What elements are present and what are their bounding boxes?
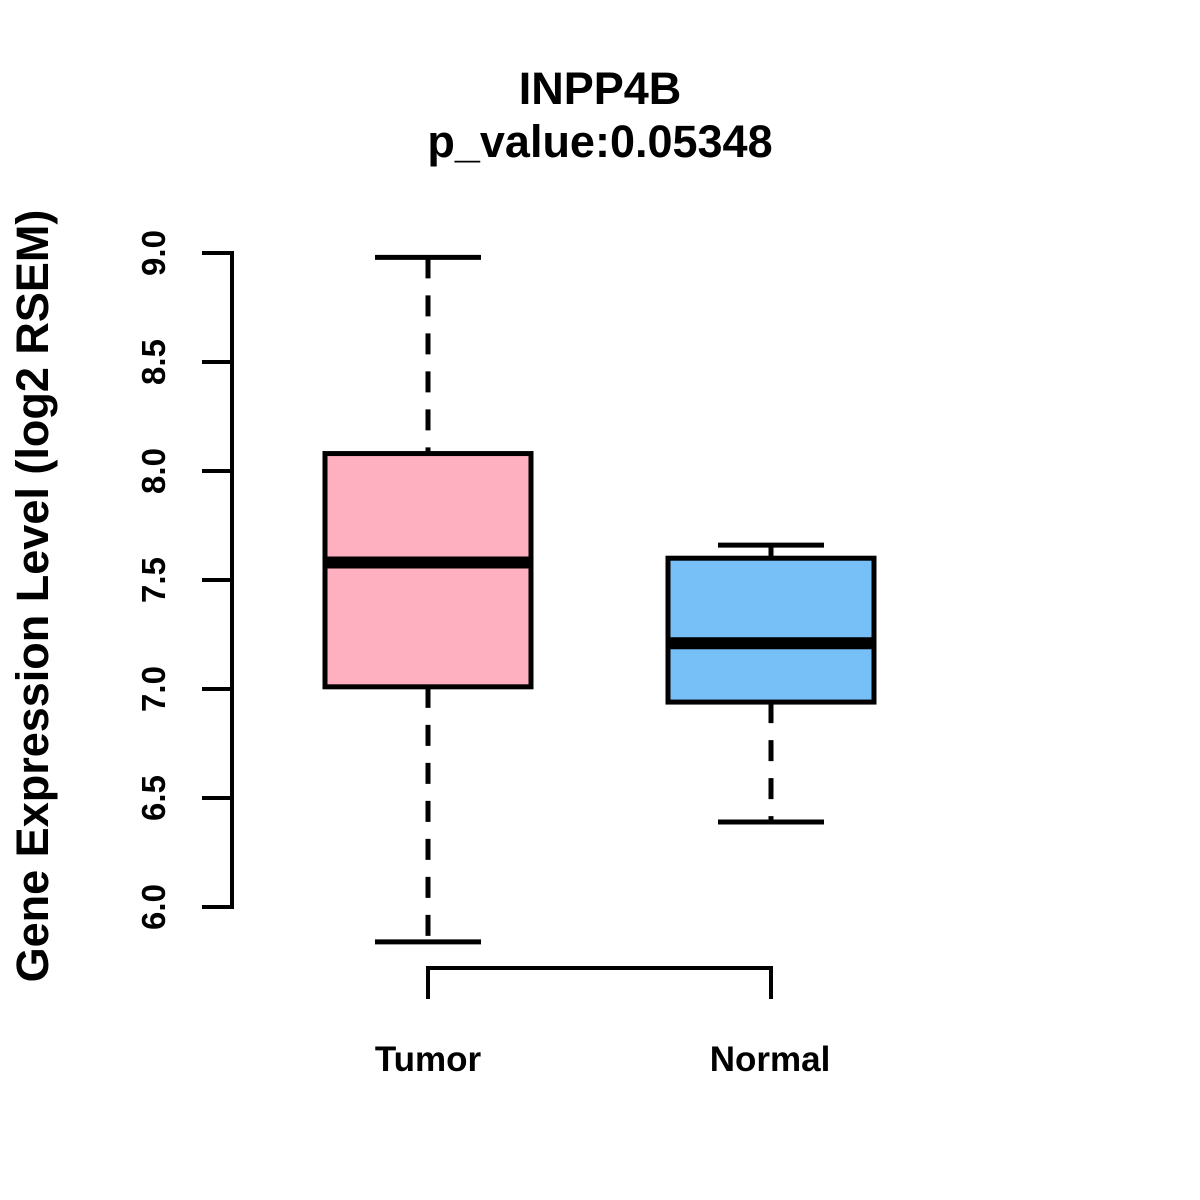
- y-axis-tick-label: 8.5: [135, 339, 172, 385]
- y-axis-tick-label: 8.0: [135, 448, 172, 494]
- x-category-label-tumor: Tumor: [374, 1040, 482, 1079]
- chart-subtitle-pvalue: p_value:0.05348: [427, 116, 773, 167]
- box-tumor: [322, 451, 534, 690]
- y-axis-tick-label: 7.0: [135, 666, 172, 712]
- box-normal: [665, 555, 877, 705]
- y-axis-tick-label: 9.0: [135, 230, 172, 276]
- y-axis-tick-label: 7.5: [135, 557, 172, 603]
- y-axis-tick-label: 6.5: [135, 775, 172, 821]
- x-axis-bracket: [426, 966, 773, 999]
- x-category-label-normal: Normal: [709, 1040, 831, 1079]
- chart-title: INPP4B: [518, 63, 682, 114]
- y-axis-tick-label: 6.0: [135, 884, 172, 930]
